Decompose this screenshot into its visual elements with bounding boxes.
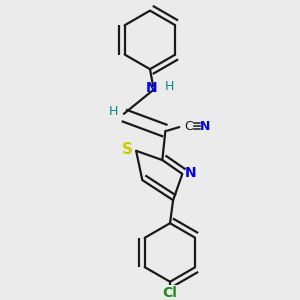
Text: H: H	[108, 105, 118, 118]
Text: N: N	[200, 120, 211, 133]
Text: Cl: Cl	[163, 286, 178, 300]
Text: S: S	[122, 142, 133, 157]
Text: C: C	[184, 120, 193, 133]
Text: H: H	[164, 80, 174, 93]
Text: N: N	[185, 166, 197, 180]
Text: N: N	[146, 81, 158, 95]
